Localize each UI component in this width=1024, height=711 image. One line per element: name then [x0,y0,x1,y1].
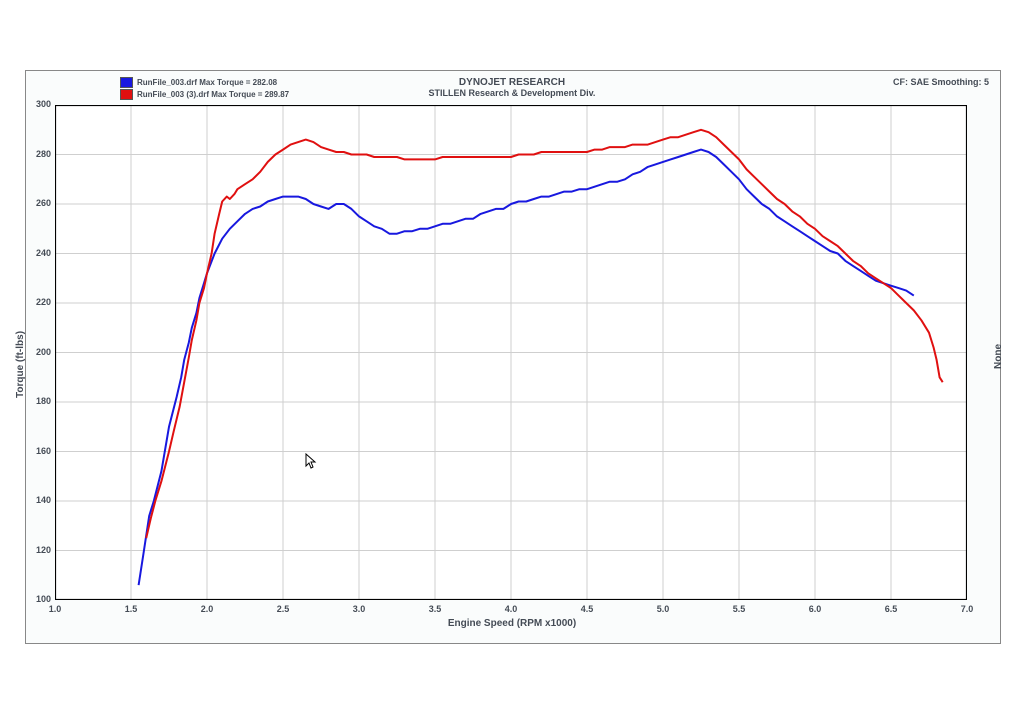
legend: RunFile_003.drf Max Torque = 282.08 RunFi… [120,76,289,100]
legend-text: RunFile_003 (3).drf Max Torque = 289.87 [137,90,289,99]
x-tick-label: 6.5 [876,604,906,614]
plot-area[interactable] [55,105,967,600]
x-tick-label: 1.0 [40,604,70,614]
dyno-chart-app: DYNOJET RESEARCH STILLEN Research & Deve… [0,0,1024,711]
x-tick-label: 2.5 [268,604,298,614]
y-tick-label: 160 [27,446,51,456]
y-axis-right-label: None [993,344,1004,369]
x-tick-label: 4.5 [572,604,602,614]
y-tick-label: 220 [27,297,51,307]
y-tick-label: 300 [27,99,51,109]
y-tick-label: 100 [27,594,51,604]
y-tick-label: 200 [27,347,51,357]
correction-smoothing-info: CF: SAE Smoothing: 5 [893,77,989,87]
x-tick-label: 3.0 [344,604,374,614]
series-line [146,130,943,538]
y-tick-label: 260 [27,198,51,208]
x-tick-label: 7.0 [952,604,982,614]
legend-item: RunFile_003.drf Max Torque = 282.08 [120,76,289,88]
y-tick-label: 120 [27,545,51,555]
x-tick-label: 1.5 [116,604,146,614]
y-axis-label: Torque (ft-lbs) [15,330,26,397]
legend-item: RunFile_003 (3).drf Max Torque = 289.87 [120,88,289,100]
legend-text: RunFile_003.drf Max Torque = 282.08 [137,78,277,87]
x-tick-label: 6.0 [800,604,830,614]
x-axis-label: Engine Speed (RPM x1000) [0,618,1024,629]
y-tick-label: 280 [27,149,51,159]
x-tick-label: 3.5 [420,604,450,614]
y-tick-label: 180 [27,396,51,406]
x-tick-label: 4.0 [496,604,526,614]
legend-swatch [120,77,133,88]
x-tick-label: 5.5 [724,604,754,614]
x-tick-label: 2.0 [192,604,222,614]
legend-swatch [120,89,133,100]
y-tick-label: 140 [27,495,51,505]
x-tick-label: 5.0 [648,604,678,614]
chart-canvas [55,105,967,600]
y-tick-label: 240 [27,248,51,258]
